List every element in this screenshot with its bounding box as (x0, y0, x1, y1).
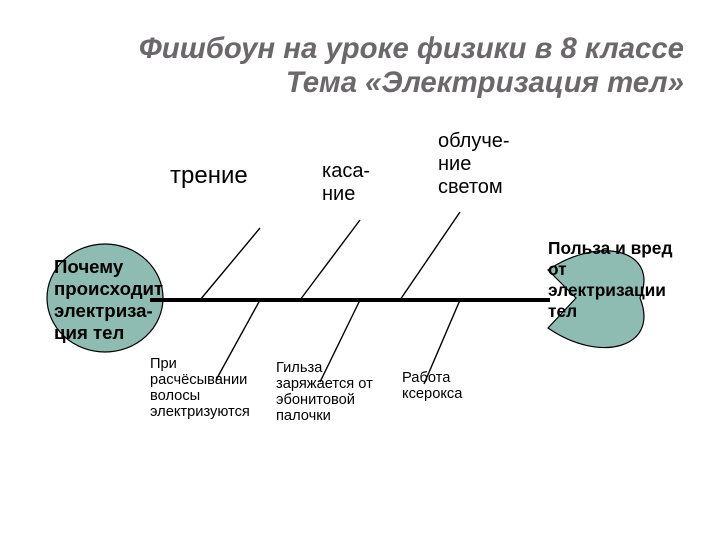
lower-fact-0: Прирасчёсыванииволосыэлектризуются (150, 356, 250, 420)
fish-tail-label: Польза и вредотэлектризациител (548, 238, 698, 322)
page-title-block: Фишбоун на уроке физики в 8 классе Тема … (139, 32, 684, 100)
fishbone-diagram: Почемупроисходитэлектриза-ция тел Польза… (0, 120, 720, 500)
upper-cause-2: облуче-ниесветом (438, 130, 510, 199)
title-line-1: Фишбоун на уроке физики в 8 классе (139, 32, 684, 66)
title-line-2: Тема «Электризация тел» (139, 66, 684, 100)
lower-fact-1: Гильзазаряжается отэбонитовойпалочки (276, 360, 373, 424)
upper-cause-1: каса-ние (322, 160, 370, 206)
fish-head-label: Почемупроисходитэлектриза-ция тел (54, 256, 194, 344)
upper-cause-0: трение (170, 162, 248, 190)
lower-fact-2: Работаксерокса (402, 370, 462, 402)
